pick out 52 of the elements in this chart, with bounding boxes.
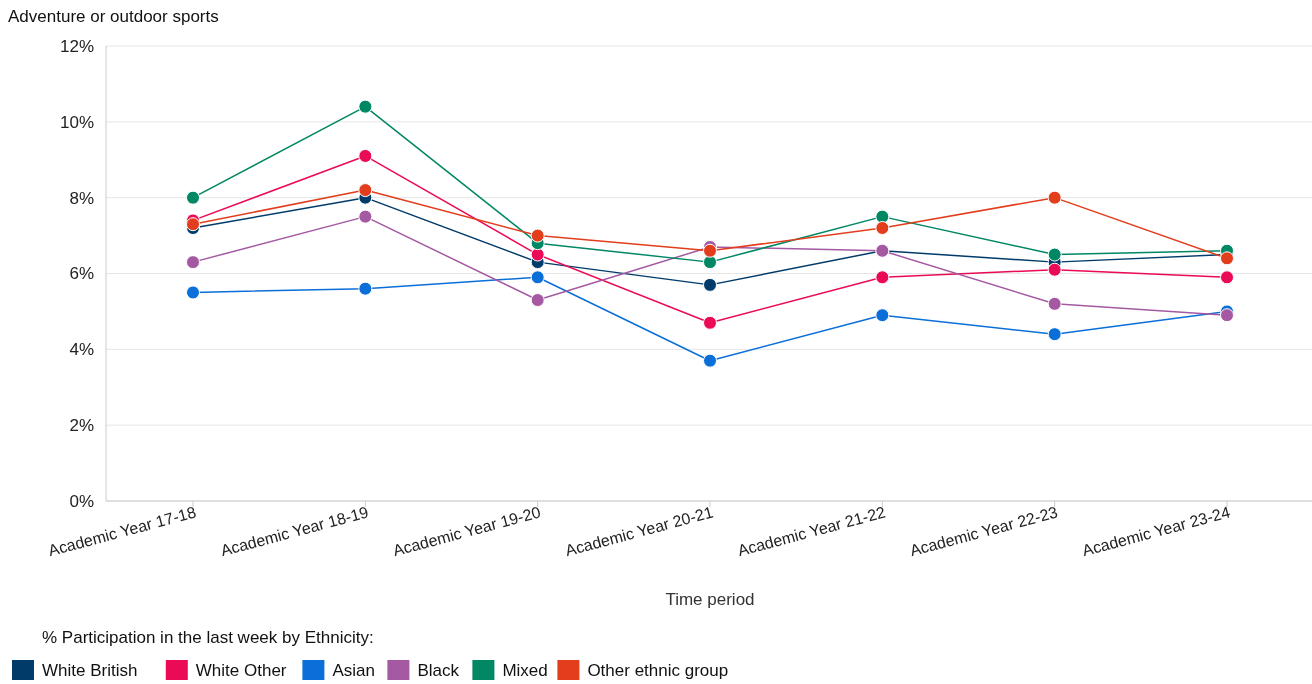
point: [358, 281, 373, 296]
y-tick-label: 8%: [69, 188, 94, 208]
x-tick-label: Academic Year 20-21: [563, 503, 715, 560]
chart-title: Adventure or outdoor sports: [8, 7, 219, 26]
point: [358, 183, 373, 198]
point: [703, 315, 717, 330]
legend-title: % Participation in the last week by Ethnicity:: [42, 628, 374, 647]
point: [1047, 190, 1062, 205]
point: [1047, 262, 1062, 277]
point: [358, 209, 373, 224]
point: [1220, 308, 1234, 323]
point: [1220, 251, 1234, 266]
point: [703, 243, 717, 258]
x-axis-title: Time period: [665, 590, 755, 609]
x-tick-label: Academic Year 19-20: [391, 503, 543, 560]
point: [530, 247, 545, 262]
x-tick-label: Academic Year 18-19: [218, 503, 371, 560]
point: [875, 270, 890, 285]
legend-label: Other ethnic group: [587, 661, 729, 680]
point: [186, 285, 200, 300]
point: [703, 255, 717, 270]
point: [186, 190, 200, 205]
x-tick-label: Academic Year 23-24: [1080, 503, 1232, 560]
y-tick-label: 10%: [59, 112, 94, 132]
point: [703, 353, 717, 368]
point: [875, 209, 890, 224]
point: [703, 277, 717, 292]
point: [1047, 247, 1062, 262]
point: [875, 221, 890, 235]
legend-label: Asian: [332, 661, 375, 680]
y-tick-label: 0%: [69, 491, 94, 511]
legend-label: Mixed: [502, 661, 548, 680]
x-tick-label: Academic Year 21-22: [735, 503, 888, 560]
legend-label: White Other: [195, 661, 287, 680]
y-tick-label: 12%: [59, 36, 94, 56]
point: [530, 293, 545, 308]
point: [530, 270, 545, 285]
legend-label: White British: [42, 661, 138, 680]
point: [1047, 327, 1062, 342]
point: [1220, 270, 1234, 285]
x-tick-label: Academic Year 22-23: [908, 503, 1060, 560]
point: [186, 217, 200, 232]
point: [1047, 296, 1062, 311]
y-tick-label: 2%: [69, 416, 94, 436]
point: [530, 228, 545, 243]
point: [358, 99, 373, 114]
legend-label: Black: [417, 661, 460, 680]
point: [875, 308, 890, 323]
y-tick-label: 4%: [69, 340, 94, 360]
point: [186, 255, 200, 270]
point: [358, 148, 373, 163]
y-tick-label: 6%: [69, 264, 94, 284]
